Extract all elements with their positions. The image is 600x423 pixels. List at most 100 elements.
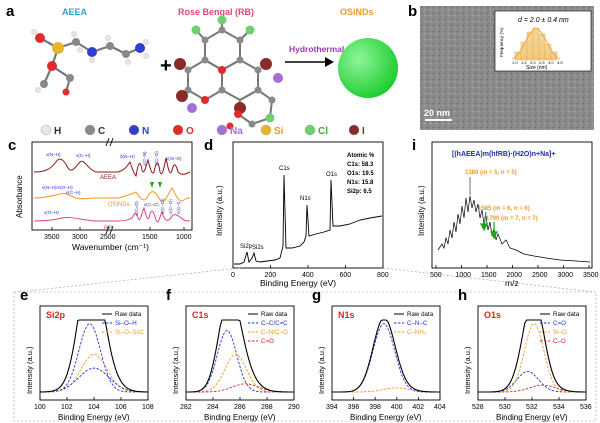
- xps-survey-xtick-label: 0: [231, 272, 235, 279]
- legend-atom-o-label: O: [186, 126, 194, 137]
- legend-atom-c-label: C: [98, 126, 105, 137]
- xps-survey-curve: [234, 174, 383, 265]
- xps-peak-n1s: N1s: [300, 196, 311, 202]
- xps-f-component-1: [186, 354, 294, 393]
- xps-g-xtick-label: 398: [369, 404, 381, 411]
- xps-peak-si2s: Si2s: [252, 245, 264, 251]
- ftir-annot-rb-co-double: ν(C=O): [134, 201, 139, 216]
- xps-peak-si2p: Si2p: [240, 244, 253, 250]
- ms-xtick-label: 1000: [456, 272, 472, 279]
- xps-peak-o1s: O1s: [326, 172, 337, 178]
- ms-xtick-label: 1500: [481, 272, 497, 279]
- xps-g-xtick-label: 396: [348, 404, 360, 411]
- xps-f-legend-label: C–C/C=C: [261, 320, 288, 327]
- xps-detail-box: [13, 291, 597, 422]
- ftir-xlabel: Wavenumber (cm⁻¹): [72, 242, 149, 252]
- xps-g-xtick-label: 404: [434, 404, 446, 411]
- legend-atom-n-label: N: [142, 126, 149, 137]
- ms-xticks: 500 1000 1500 2000 2500 3000 3500: [430, 265, 599, 279]
- panel-label-c: c: [8, 137, 16, 154]
- size-histogram-tick: 1.0: [512, 60, 518, 65]
- rose-bengal-molecule: [174, 15, 283, 130]
- xps-atomic-si2p: Si2p: 6.5: [347, 189, 372, 195]
- ftir-ylabel: Absorbance: [15, 175, 24, 218]
- xps-g-title: N1s: [338, 310, 355, 320]
- xps-h-xtick-label: 532: [526, 404, 538, 411]
- panel-label-e: e: [20, 287, 28, 304]
- panel-label-g: g: [312, 287, 321, 304]
- panel-b: b d = 2.0 ± 0.4 nm Frequency (%) Size (n…: [408, 3, 594, 130]
- xps-survey-xtick-label: 200: [265, 272, 277, 279]
- xps-h-xtick-label: 536: [580, 404, 592, 411]
- size-histogram-title: d = 2.0 ± 0.4 nm: [518, 17, 569, 24]
- ftir-annot-osind-nhoh: ν(N–H)/ν(O–H): [42, 185, 73, 190]
- size-histogram-ticks: 1.0 1.5 2.0 2.5 3.0 3.5: [512, 60, 563, 65]
- xps-f-xtick-label: 288: [261, 404, 273, 411]
- xps-e-xlabel: Binding Energy (eV): [58, 413, 130, 422]
- xps-f-ylabel: Intensity (a.u.): [171, 346, 180, 394]
- ms-spectrum-curve: [437, 195, 591, 263]
- xps-survey-ylabel: Intensity (a.u.): [215, 185, 224, 236]
- ftir-xtick-label: 2500: [100, 234, 116, 241]
- xps-e-raw-data-curve: [40, 319, 149, 393]
- xps-g-frame: [331, 305, 441, 401]
- panel-label-i: i: [412, 137, 416, 154]
- ms-xtick-label: 500: [430, 272, 442, 279]
- legend-atom-si-label: Si: [274, 126, 284, 137]
- ftir-xtick-label: 3000: [72, 234, 88, 241]
- plus-sign: +: [160, 55, 172, 77]
- panel-label-d: d: [204, 137, 213, 154]
- xps-e-title: Si2p: [46, 310, 66, 320]
- xps-panel-f: f C1s Intensity (a.u.) Binding Energy (eV) 2…: [166, 287, 300, 422]
- legend-atom-si-icon: [260, 124, 272, 136]
- scale-bar-label: 20 nm: [424, 108, 450, 118]
- size-histogram-tick: 2.5: [539, 60, 545, 65]
- xps-atomic-title: Atomic %: [347, 153, 375, 159]
- panel-label-h: h: [458, 287, 467, 304]
- ftir-aeea-legend: AEEA: [100, 175, 116, 181]
- ms-xtick-label: 3500: [583, 272, 599, 279]
- xps-e-xtick-label: 104: [88, 404, 100, 411]
- xps-f-xlabel: Binding Energy (eV): [204, 413, 276, 422]
- ms-plot-frame: [431, 141, 593, 269]
- xps-atomic-table: Atomic % C1s: 58.3 O1s: 19.5 N1s: 15.8 S…: [347, 153, 375, 195]
- ftir-aeea-curve: [33, 157, 191, 178]
- xps-f-xtick-label: 286: [234, 404, 246, 411]
- legend-atom-cl-icon: [304, 124, 316, 136]
- xps-e-xtick-label: 106: [115, 404, 127, 411]
- xps-e-xtick-label: 102: [61, 404, 73, 411]
- xps-f-xtick-label: 282: [180, 404, 192, 411]
- xps-panel-h: h O1s Intensity (a.u.) Binding Energy (eV) 5…: [458, 287, 592, 422]
- ftir-annot-rb-ccl: ν(C–Cl): [160, 198, 165, 214]
- legend-atom-c-icon: [84, 124, 96, 136]
- panel-label-b: b: [408, 3, 417, 20]
- xps-g-legend-label: C–NH₂: [407, 329, 427, 336]
- ftir-annotations: ν(N–H) ν(C–H) δ(N–H) ν(C–N) ν(C–O) ν(Si–…: [42, 151, 182, 216]
- xps-atomic-c1s: C1s: 58.3: [347, 162, 374, 168]
- xps-h-component-1: [478, 323, 586, 393]
- ftir-annot-aeea-nh: ν(N–H): [46, 152, 61, 157]
- xps-h-ylabel: Intensity (a.u.): [463, 346, 472, 394]
- xps-atomic-n1s: N1s: 15.8: [347, 180, 374, 186]
- ms-xtick-label: 2500: [532, 272, 548, 279]
- xps-e-legend-label: Si–O–Si/C: [115, 329, 144, 336]
- xps-h-xtick-label: 534: [553, 404, 565, 411]
- ftir-axis-break: [105, 137, 114, 235]
- xps-h-legend-label: C–O: [553, 338, 566, 345]
- ftir-green-arrows: [150, 182, 162, 188]
- panel-i: i Intensity (a.u.) m/z [(hAEEA)m(hfRB)·(…: [412, 137, 599, 288]
- ms-xtick-label: 3000: [558, 272, 574, 279]
- xps-g-raw-data-curve: [332, 319, 440, 393]
- ftir-annot-aeea-cn: ν(C–N): [142, 151, 147, 166]
- size-histogram-tick: 1.5: [521, 60, 527, 65]
- ftir-annot-rb-ci: ν(C–I): [176, 201, 181, 214]
- panel-a: a AEEA Rose Bengal (RB) OSiNDs: [6, 3, 398, 137]
- xps-survey-xtick-label: 800: [377, 272, 389, 279]
- legend-atom-i-icon: [348, 124, 360, 136]
- xps-panel-g: g N1s Intensity (a.u.) Binding Energy (eV) 3…: [312, 287, 446, 422]
- xps-peak-c1s: C1s: [279, 166, 290, 172]
- xps-h-xtick-label: 528: [472, 404, 484, 411]
- xps-g-legend-label: C–N–C: [407, 320, 428, 327]
- ftir-osind-legend: OSiNDs: [108, 202, 130, 208]
